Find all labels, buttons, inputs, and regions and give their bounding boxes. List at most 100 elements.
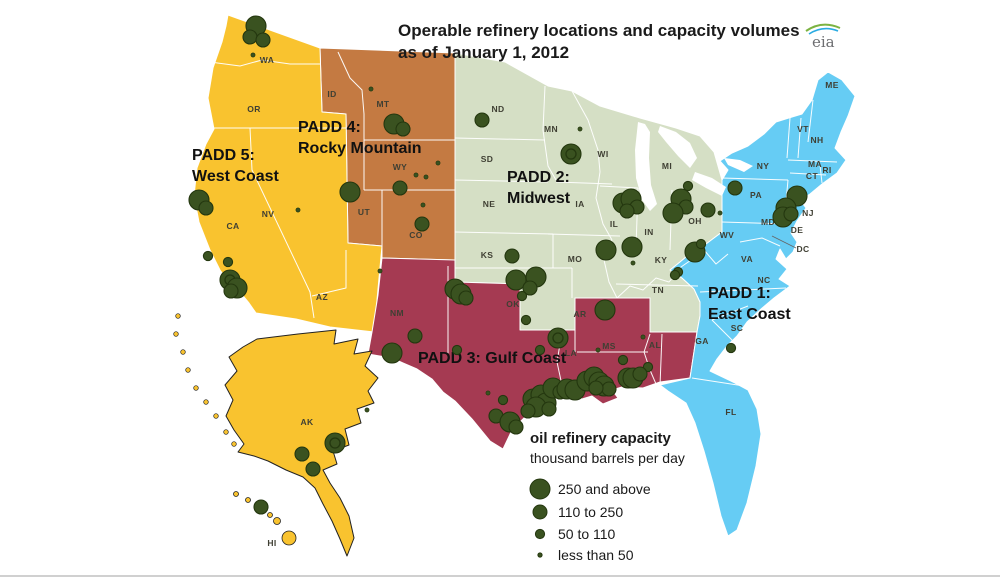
state-border-line [659,333,663,387]
map-title-line2: as of January 1, 2012 [398,43,569,62]
hawaii-island [245,497,251,503]
hawaii-island [273,517,281,525]
state-border-line [819,164,823,184]
legend-title: oil refinery capacity [530,430,672,447]
region-alaska [224,329,379,557]
legend-dot-small-icon [534,528,546,540]
refinery-dot-inner-ring [565,148,577,160]
state-label-in: IN [644,227,653,237]
state-label-ne: NE [483,199,496,209]
aleutian-island [193,385,199,391]
state-label-ma: MA [808,159,822,169]
legend-item-50-to-110: 50 to 110 [534,526,616,542]
aleutian-island [223,429,229,435]
refinery-dot [669,269,681,281]
state-label-ny: NY [757,161,770,171]
legend-item-label: less than 50 [558,547,634,563]
state-border-line [703,249,729,265]
refinery-dot [381,342,403,364]
hawaii-island [281,530,297,546]
state-border-line [721,177,789,181]
refinery-dot [414,216,430,232]
refinery-dot-inner-ring [552,332,564,344]
refinery-dot [451,344,463,356]
eia-logo: eia [805,23,841,51]
padd2-label-line1: PADD 2: [507,169,570,186]
state-border-line [311,250,347,297]
padd1-label-line2: East Coast [708,306,791,323]
state-border-line [547,233,621,237]
refinery-dot [295,207,301,213]
state-border-line [595,171,613,241]
refinery-dot [339,181,361,203]
refinery-dot [717,210,723,216]
state-border-line [711,319,742,352]
padd5-label-line1: PADD 5: [192,147,255,164]
state-border-line [786,117,791,159]
lake-michigan [635,122,657,211]
legend-item-label: 50 to 110 [558,526,616,542]
state-label-co: CO [409,230,423,240]
dc-leader-line [771,235,797,249]
state-label-la: LA [565,348,577,358]
refinery-dot [485,390,491,396]
refinery-dot [632,366,648,382]
refinery-dot [522,280,538,296]
state-label-hi: HI [267,538,276,548]
state-border-line [615,283,699,287]
legend-item-label: 250 and above [558,481,651,497]
refinery-dot [534,344,546,356]
refinery-dot [595,347,601,353]
refinery-dot [377,268,383,274]
refinery-dot [520,314,532,326]
state-label-nv: NV [262,209,275,219]
state-border-line [699,287,787,293]
refinery-dot-inner-ring [329,437,341,449]
refinery-dot [413,172,419,178]
refinery-dot [242,29,258,45]
padd5-label-line2: West Coast [192,168,280,185]
refinery-dot [594,299,616,321]
state-label-ky: KY [655,255,668,265]
aleutian-island [173,331,179,337]
aleutian-island [185,367,191,373]
map-legend: oil refinery capacity thousand barrels p… [529,430,685,563]
state-label-tn: TN [652,285,664,295]
hawaii-island [233,491,239,497]
aleutian-island [203,399,209,405]
state-label-vt: VT [797,124,809,134]
state-border-line [337,51,365,115]
state-border-line [807,99,814,143]
legend-dot-large-icon [529,478,551,500]
refinery-dot [725,342,737,354]
state-border-line [555,181,613,185]
state-label-nm: NM [390,308,404,318]
eia-logo-swoosh-green [805,23,841,32]
state-label-nd: ND [491,104,504,114]
refinery-dot [588,380,604,396]
refinery-dot [577,126,583,132]
state-label-nh: NH [810,135,823,145]
refinery-dot [783,206,799,222]
refinery-dot [547,327,569,349]
refinery-dot [222,256,234,268]
refinery-dot [364,407,370,413]
state-label-ak: AK [300,417,314,427]
refinery-dot [504,248,520,264]
state-label-sc: SC [731,323,744,333]
refinery-dot [595,239,617,261]
state-label-ga: GA [695,336,709,346]
refinery-dot [368,86,374,92]
refinery-dot [682,180,694,192]
padd1-label-line1: PADD 1: [708,285,771,302]
hawaii-island [267,512,273,518]
refinery-dot [435,160,441,166]
state-border-line [797,117,802,159]
refinery-dot [541,401,557,417]
state-border-line [249,127,315,319]
refinery-dot [662,202,684,224]
refinery-dot [458,290,474,306]
refinery-dot [700,202,716,218]
state-label-wv: WV [720,230,735,240]
state-label-ms: MS [602,341,616,351]
